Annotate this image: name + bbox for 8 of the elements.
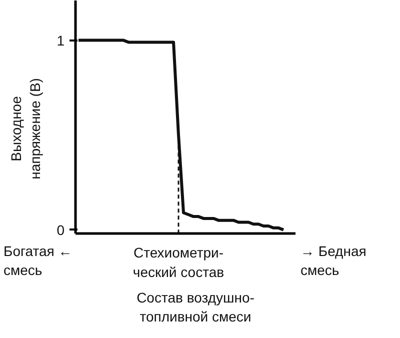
x-axis-title: Состав воздушно- топливной смеси [136,290,255,325]
y-axis-title: Выходное напряжение (В) [8,78,44,180]
y-tick-label: 0 [56,222,65,238]
line-series [77,38,285,232]
y-tick-label: 1 [56,32,65,48]
x-tick-label: Стехиометри- ческий состав [132,244,224,280]
text: Богатая ← смесь [4,242,72,278]
text: → Бедная смесь [300,242,366,278]
